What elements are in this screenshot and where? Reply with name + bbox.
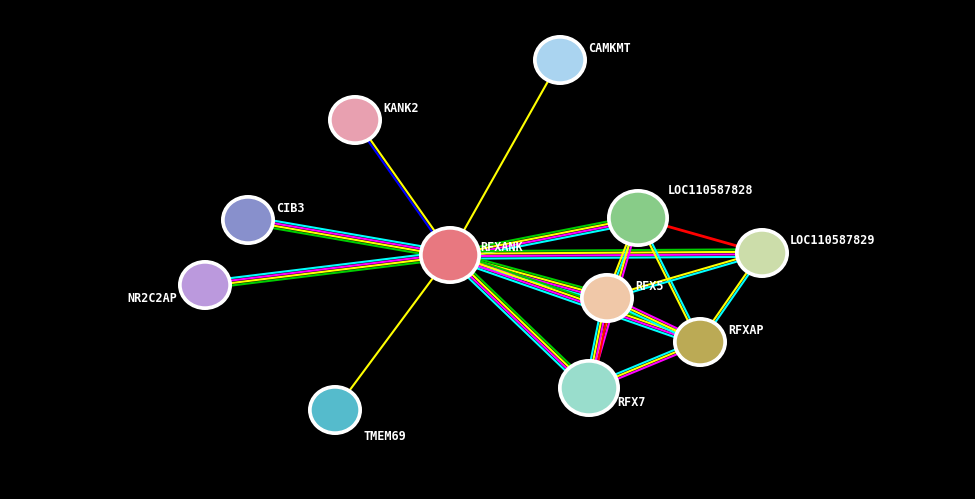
Text: KANK2: KANK2 <box>383 101 418 114</box>
Ellipse shape <box>673 317 727 367</box>
Ellipse shape <box>610 192 666 244</box>
Text: RFXANK: RFXANK <box>480 241 523 253</box>
Ellipse shape <box>419 226 481 284</box>
Ellipse shape <box>607 189 669 247</box>
Ellipse shape <box>583 276 631 320</box>
Text: LOC110587829: LOC110587829 <box>790 235 876 248</box>
Ellipse shape <box>221 195 275 245</box>
Ellipse shape <box>738 231 786 275</box>
Ellipse shape <box>676 320 724 364</box>
Ellipse shape <box>558 359 620 417</box>
Ellipse shape <box>311 388 359 432</box>
Ellipse shape <box>561 362 617 414</box>
Ellipse shape <box>536 38 584 82</box>
Ellipse shape <box>181 263 229 307</box>
Ellipse shape <box>178 260 232 310</box>
Ellipse shape <box>580 273 634 323</box>
Text: CIB3: CIB3 <box>276 202 304 215</box>
Ellipse shape <box>224 198 272 242</box>
Text: LOC110587828: LOC110587828 <box>668 184 754 197</box>
Text: TMEM69: TMEM69 <box>363 430 406 443</box>
Ellipse shape <box>735 228 789 278</box>
Ellipse shape <box>533 35 587 85</box>
Ellipse shape <box>331 98 379 142</box>
Text: NR2C2AP: NR2C2AP <box>127 292 177 305</box>
Text: RFX5: RFX5 <box>635 279 664 292</box>
Ellipse shape <box>422 229 478 281</box>
Ellipse shape <box>328 95 382 145</box>
Ellipse shape <box>308 385 362 435</box>
Text: CAMKMT: CAMKMT <box>588 41 631 54</box>
Text: RFX7: RFX7 <box>617 396 645 409</box>
Text: RFXAP: RFXAP <box>728 323 763 336</box>
